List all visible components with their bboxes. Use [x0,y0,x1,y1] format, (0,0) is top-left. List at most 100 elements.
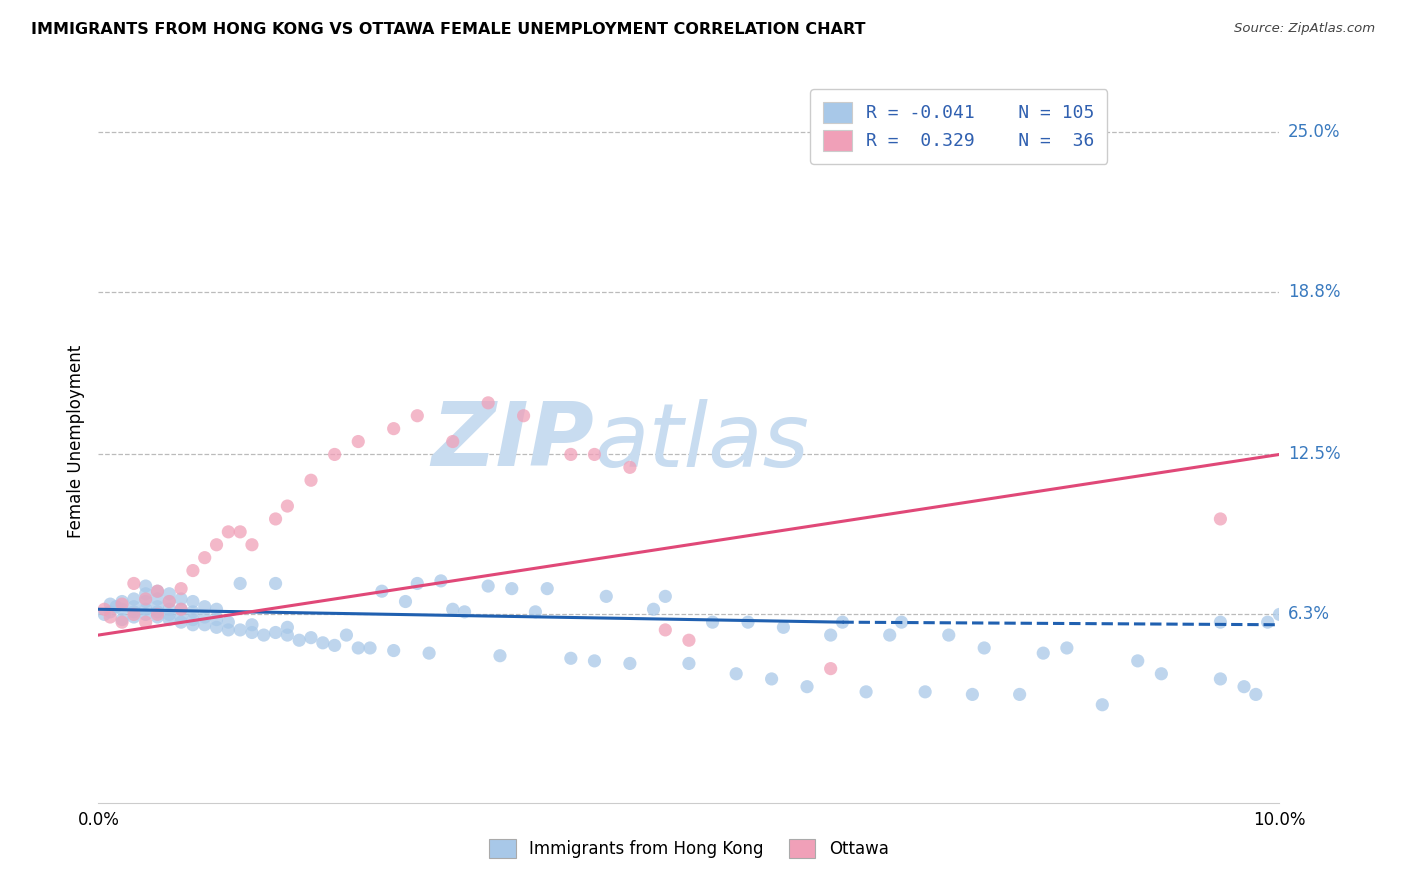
Point [1091,698,1114,712]
Point [477,579,499,593]
Point [170,602,193,616]
Point [583,447,606,461]
Text: 25.0%: 25.0% [1288,123,1340,141]
Point [194,610,217,624]
Point [1126,654,1149,668]
Point [146,599,169,614]
Point [914,685,936,699]
Point [240,538,263,552]
Point [264,625,287,640]
Point [157,607,180,622]
Point [111,597,134,611]
Point [347,640,370,655]
Point [146,610,169,624]
Point [122,599,145,614]
Point [122,607,145,622]
Point [146,584,169,599]
Point [146,591,169,606]
Point [323,639,346,653]
Point [170,610,193,624]
Point [1209,615,1232,630]
Point [122,591,145,606]
Point [194,550,217,565]
Point [122,576,145,591]
Point [157,594,180,608]
Point [619,657,641,671]
Point [312,636,335,650]
Point [1209,512,1232,526]
Point [406,409,429,423]
Point [205,602,228,616]
Point [98,605,121,619]
Point [761,672,783,686]
Point [181,605,204,619]
Point [299,631,322,645]
Point [299,473,322,487]
Point [560,447,582,461]
Text: atlas: atlas [595,399,810,484]
Point [170,602,193,616]
Point [93,607,115,622]
Point [157,602,180,616]
Point [371,584,394,599]
Point [93,602,115,616]
Text: Source: ZipAtlas.com: Source: ZipAtlas.com [1234,22,1375,36]
Point [453,605,475,619]
Point [654,623,676,637]
Point [702,615,724,630]
Point [441,434,464,449]
Point [170,591,193,606]
Point [359,640,381,655]
Point [205,538,228,552]
Point [772,620,794,634]
Point [512,409,534,423]
Point [536,582,558,596]
Point [111,613,134,627]
Point [157,613,180,627]
Point [1257,615,1279,630]
Point [820,628,842,642]
Point [1150,666,1173,681]
Point [560,651,582,665]
Point [288,633,311,648]
Point [406,576,429,591]
Text: 6.3%: 6.3% [1288,606,1330,624]
Point [98,610,121,624]
Point [105,599,128,614]
Text: IMMIGRANTS FROM HONG KONG VS OTTAWA FEMALE UNEMPLOYMENT CORRELATION CHART: IMMIGRANTS FROM HONG KONG VS OTTAWA FEMA… [31,22,866,37]
Point [441,602,464,616]
Point [1209,672,1232,686]
Point [820,662,842,676]
Text: 18.8%: 18.8% [1288,283,1340,301]
Point [181,617,204,632]
Point [135,602,157,616]
Point [1056,640,1078,655]
Point [111,615,134,630]
Point [264,576,287,591]
Point [135,607,157,622]
Point [111,602,134,616]
Point [111,594,134,608]
Point [418,646,440,660]
Point [181,594,204,608]
Point [157,594,180,608]
Text: 12.5%: 12.5% [1288,445,1340,464]
Point [890,615,912,630]
Point [135,594,157,608]
Point [524,605,547,619]
Point [501,582,523,596]
Point [157,587,180,601]
Point [205,613,228,627]
Point [98,597,121,611]
Point [973,640,995,655]
Point [122,605,145,619]
Point [276,499,298,513]
Point [194,599,217,614]
Point [146,607,169,622]
Point [796,680,818,694]
Point [170,582,193,596]
Point [181,613,204,627]
Point [430,574,453,588]
Point [240,617,263,632]
Y-axis label: Female Unemployment: Female Unemployment [66,345,84,538]
